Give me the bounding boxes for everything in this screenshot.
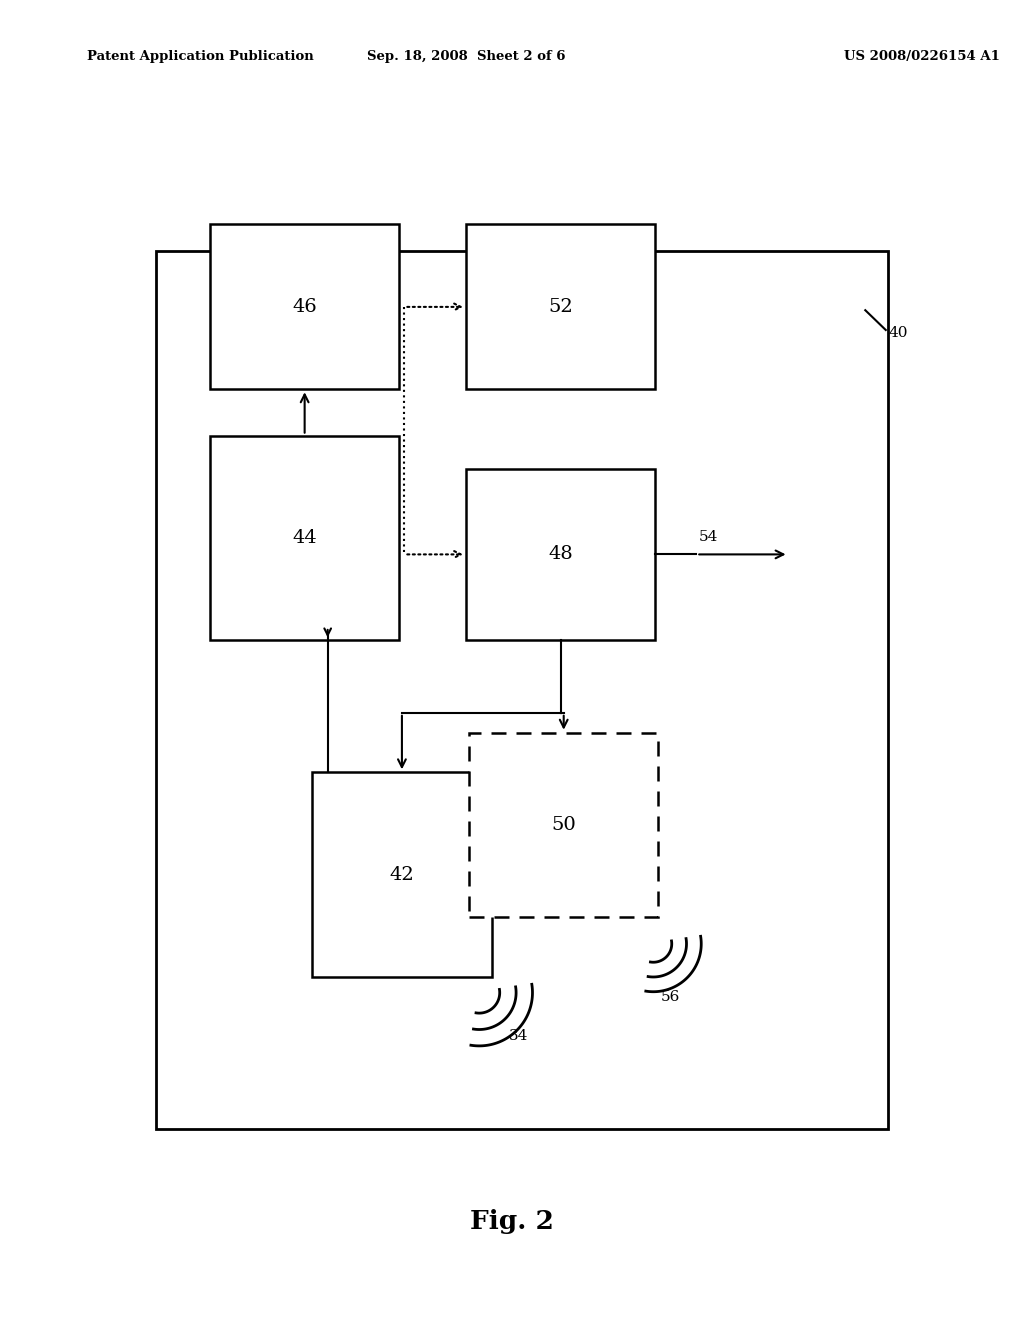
Text: 44: 44 xyxy=(292,529,317,546)
Text: 56: 56 xyxy=(660,990,680,1003)
Bar xyxy=(312,772,492,977)
Text: 54: 54 xyxy=(698,529,718,544)
Text: 42: 42 xyxy=(389,866,415,883)
Text: 46: 46 xyxy=(292,298,317,315)
Text: Patent Application Publication: Patent Application Publication xyxy=(87,50,313,63)
Bar xyxy=(466,469,655,640)
Bar xyxy=(156,251,888,1129)
Text: 34: 34 xyxy=(509,1030,528,1043)
Text: 48: 48 xyxy=(548,545,573,564)
Text: Sep. 18, 2008  Sheet 2 of 6: Sep. 18, 2008 Sheet 2 of 6 xyxy=(367,50,565,63)
Bar xyxy=(210,224,399,389)
Bar xyxy=(466,224,655,389)
Text: Fig. 2: Fig. 2 xyxy=(470,1209,554,1233)
Text: 52: 52 xyxy=(548,298,573,315)
Bar xyxy=(469,733,658,917)
Bar xyxy=(210,436,399,640)
Text: 40: 40 xyxy=(889,326,908,339)
Text: US 2008/0226154 A1: US 2008/0226154 A1 xyxy=(844,50,999,63)
Text: 50: 50 xyxy=(551,816,577,834)
